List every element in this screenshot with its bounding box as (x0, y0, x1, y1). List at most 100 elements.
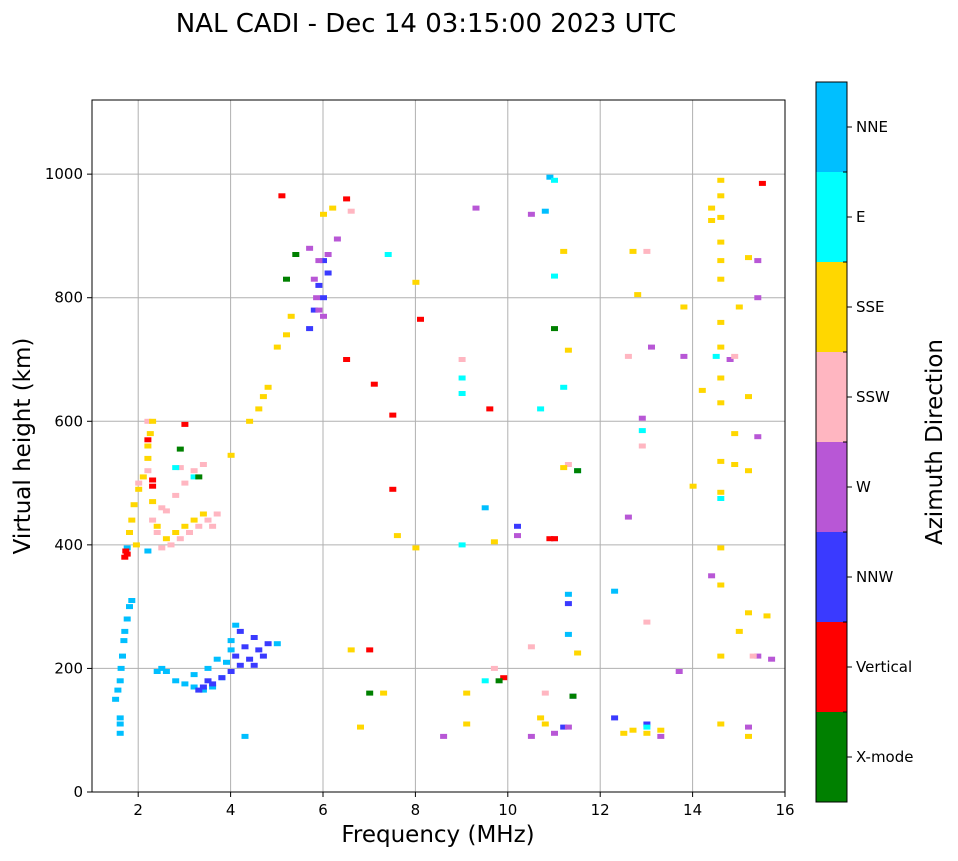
data-point (495, 678, 503, 684)
data-point (213, 511, 221, 517)
data-point (315, 258, 323, 264)
data-point (726, 357, 734, 362)
data-point (333, 236, 341, 242)
data-point (546, 536, 554, 542)
data-point (130, 502, 138, 508)
data-point (768, 656, 776, 662)
data-point (144, 548, 152, 554)
data-point (564, 724, 572, 730)
data-point (236, 628, 244, 634)
data-point (541, 690, 549, 696)
data-point (181, 681, 189, 687)
data-point (537, 406, 545, 412)
data-point (634, 292, 642, 298)
data-point (541, 721, 549, 727)
colorbar-label-sse: SSE (856, 298, 885, 316)
data-point (643, 721, 651, 727)
data-point (241, 733, 249, 739)
data-point (357, 724, 364, 730)
data-point (306, 245, 314, 251)
data-point (527, 733, 535, 739)
colorbar (816, 82, 847, 802)
data-point (204, 517, 212, 523)
colorbar-swatch-ssw (816, 352, 847, 442)
x-tick-label: 8 (411, 801, 421, 819)
data-point (232, 622, 240, 628)
data-point (347, 208, 355, 214)
data-point (287, 313, 295, 319)
data-point (717, 258, 725, 264)
data-point (149, 499, 157, 505)
data-point (643, 724, 651, 730)
data-point (717, 344, 725, 350)
data-point (172, 465, 180, 471)
data-point (717, 276, 725, 282)
data-point (190, 672, 198, 678)
data-point (199, 462, 207, 467)
data-point (708, 218, 716, 223)
data-point (717, 375, 725, 381)
series-ssw (135, 208, 757, 696)
data-point (731, 462, 739, 467)
colorbar-label-ssw: SSW (856, 388, 890, 406)
data-point (551, 730, 558, 736)
data-point (153, 523, 161, 529)
data-point (195, 474, 203, 480)
data-point (320, 211, 327, 217)
data-point (412, 545, 420, 551)
y-axis-label: Virtual height (km) (10, 338, 36, 555)
colorbar-label-w: W (856, 478, 871, 496)
data-point (315, 307, 323, 313)
data-point (393, 533, 401, 539)
colorbar-ticks: X-mode Vertical NNW W SSW SSE E NNE (843, 81, 913, 766)
data-point (209, 681, 217, 687)
data-point (417, 316, 424, 322)
data-point (149, 517, 157, 523)
data-point (754, 295, 762, 301)
data-point (218, 675, 226, 681)
data-point (366, 647, 374, 653)
data-point (745, 468, 752, 474)
data-point (153, 669, 161, 674)
series-w (306, 205, 776, 739)
data-point (139, 474, 147, 480)
y-tick-label: 1000 (45, 165, 83, 183)
plot-frame (91, 99, 786, 793)
data-point (560, 384, 568, 390)
data-point (717, 721, 725, 727)
data-point (564, 591, 572, 597)
data-point (324, 270, 332, 276)
data-point (389, 412, 397, 418)
data-point (611, 588, 619, 594)
data-point (546, 174, 554, 180)
data-point (181, 421, 189, 427)
data-point (717, 496, 725, 501)
data-point (486, 406, 494, 412)
data-point (347, 647, 355, 653)
data-point (176, 465, 184, 471)
data-point (551, 536, 558, 542)
data-point (273, 641, 281, 647)
data-point (708, 573, 716, 579)
data-point (745, 733, 752, 739)
data-point (292, 252, 300, 257)
data-point (745, 610, 752, 616)
x-tick-label: 12 (591, 801, 610, 819)
data-point (195, 523, 203, 529)
data-point (158, 665, 166, 671)
data-point (514, 533, 521, 539)
data-point (569, 693, 577, 699)
data-point (638, 415, 646, 421)
data-point (551, 177, 558, 183)
data-point (278, 193, 286, 199)
data-point (643, 730, 651, 736)
data-point (643, 248, 651, 254)
data-point (223, 659, 230, 665)
data-point (320, 295, 327, 301)
data-point (250, 635, 258, 640)
data-point (560, 465, 568, 471)
data-point (745, 394, 752, 400)
data-point (176, 446, 184, 452)
data-point (135, 486, 143, 492)
data-point (227, 647, 235, 653)
